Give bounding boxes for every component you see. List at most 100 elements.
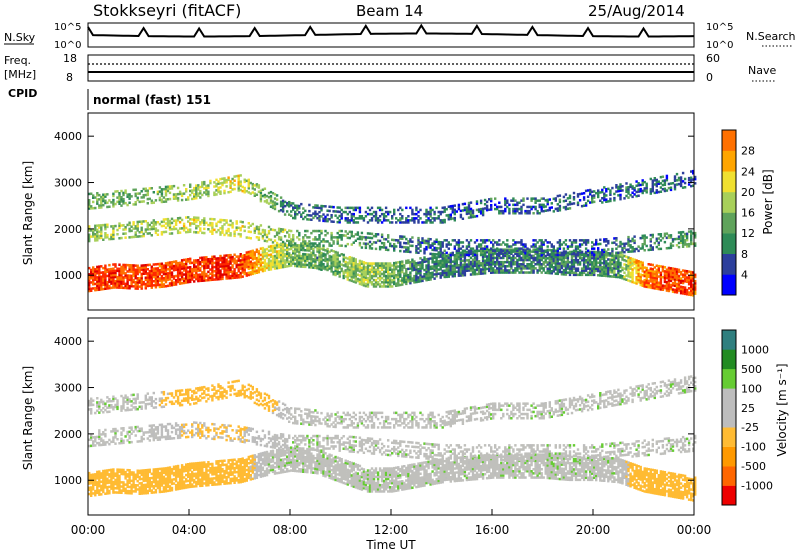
range-gate-cell — [195, 267, 198, 270]
range-gate-cell — [100, 275, 103, 278]
range-gate-cell — [395, 284, 398, 287]
range-gate-cell — [490, 263, 493, 266]
range-gate-cell — [366, 270, 370, 274]
range-gate-cell — [168, 221, 172, 225]
range-gate-cell — [237, 174, 240, 178]
range-gate-cell — [146, 268, 149, 271]
range-gate-cell — [397, 282, 400, 285]
range-gate-cell — [152, 223, 155, 226]
range-gate-cell — [164, 285, 168, 288]
range-gate-cell — [273, 246, 277, 249]
range-gate-cell — [320, 266, 323, 269]
range-gate-cell — [683, 239, 687, 242]
range-gate-cell — [336, 255, 339, 259]
range-gate-cell — [290, 260, 293, 263]
range-gate-cell — [429, 265, 432, 269]
range-gate-cell — [229, 186, 232, 189]
range-gate-cell — [182, 226, 186, 230]
range-gate-cell — [667, 273, 671, 276]
range-gate-cell — [162, 196, 166, 199]
range-gate-cell — [498, 201, 501, 204]
range-gate-cell — [283, 235, 287, 238]
range-gate-cell — [189, 261, 192, 265]
range-gate-cell — [237, 226, 240, 230]
range-gate-cell — [215, 263, 218, 267]
range-gate-cell — [411, 277, 414, 280]
range-gate-cell — [659, 273, 663, 277]
range-gate-cell — [104, 274, 107, 278]
range-gate-cell — [681, 235, 685, 238]
range-gate-cell — [407, 246, 410, 249]
range-gate-cell — [651, 267, 654, 271]
range-gate-cell — [298, 246, 301, 249]
range-gate-cell — [417, 210, 420, 214]
range-gate-cell — [213, 274, 216, 277]
range-gate-cell — [360, 270, 364, 274]
range-gate-cell — [582, 269, 586, 272]
range-gate-cell — [465, 269, 469, 272]
range-gate-cell — [429, 267, 432, 271]
range-gate-cell — [544, 271, 547, 274]
range-gate-cell — [203, 273, 206, 276]
range-gate-cell — [441, 261, 444, 264]
range-gate-cell — [203, 187, 206, 190]
range-gate-cell — [560, 270, 564, 274]
range-gate-cell — [382, 264, 386, 267]
range-gate-cell — [473, 249, 477, 252]
range-gate-cell — [621, 258, 624, 261]
range-gate-cell — [237, 274, 240, 277]
range-gate-cell — [166, 274, 170, 277]
range-gate-cell — [403, 246, 406, 249]
range-gate-cell — [144, 189, 147, 193]
range-gate-cell — [104, 199, 107, 203]
range-gate-cell — [496, 253, 499, 257]
range-gate-cell — [158, 279, 162, 282]
range-gate-cell — [257, 236, 261, 239]
range-gate-cell — [172, 225, 176, 229]
range-gate-cell — [108, 270, 111, 273]
range-gate-cell — [673, 267, 677, 271]
range-gate-cell — [429, 276, 432, 279]
range-gate-cell — [673, 290, 677, 294]
range-gate-cell — [310, 262, 313, 265]
range-gate-cell — [431, 271, 434, 274]
range-gate-cell — [611, 254, 614, 257]
range-gate-cell — [496, 271, 499, 274]
range-gate-cell — [144, 220, 147, 223]
range-gate-cell — [207, 258, 210, 261]
range-gate-cell — [514, 260, 517, 264]
range-gate-cell — [338, 266, 341, 270]
range-gate-cell — [621, 251, 624, 254]
range-gate-cell — [481, 261, 485, 265]
range-gate-cell — [619, 189, 622, 192]
range-gate-cell — [213, 278, 216, 281]
range-gate-cell — [88, 233, 91, 236]
range-gate-cell — [231, 264, 234, 267]
range-gate-cell — [683, 271, 687, 275]
range-gate-cell — [118, 286, 121, 289]
range-gate-cell — [637, 266, 640, 269]
range-gate-cell — [611, 256, 614, 259]
range-gate-cell — [633, 193, 636, 196]
range-gate-cell — [520, 239, 523, 242]
range-gate-cell — [376, 219, 380, 222]
range-gate-cell — [288, 256, 291, 259]
range-gate-cell — [334, 236, 337, 239]
range-gate-cell — [518, 247, 521, 250]
range-gate-cell — [292, 243, 295, 247]
range-gate-cell — [106, 193, 109, 196]
range-gate-cell — [597, 265, 600, 269]
range-gate-cell — [118, 222, 121, 225]
range-gate-cell — [554, 264, 557, 267]
range-gate-cell — [591, 265, 594, 268]
range-gate-cell — [203, 221, 206, 224]
range-gate-cell — [544, 265, 547, 268]
range-gate-cell — [641, 274, 644, 277]
range-gate-cell — [366, 242, 370, 246]
range-gate-cell — [298, 211, 301, 214]
range-gate-cell — [88, 279, 91, 282]
range-gate-cell — [296, 213, 299, 216]
range-gate-cell — [586, 189, 590, 192]
range-gate-cell — [627, 186, 630, 189]
range-gate-cell — [411, 208, 414, 212]
